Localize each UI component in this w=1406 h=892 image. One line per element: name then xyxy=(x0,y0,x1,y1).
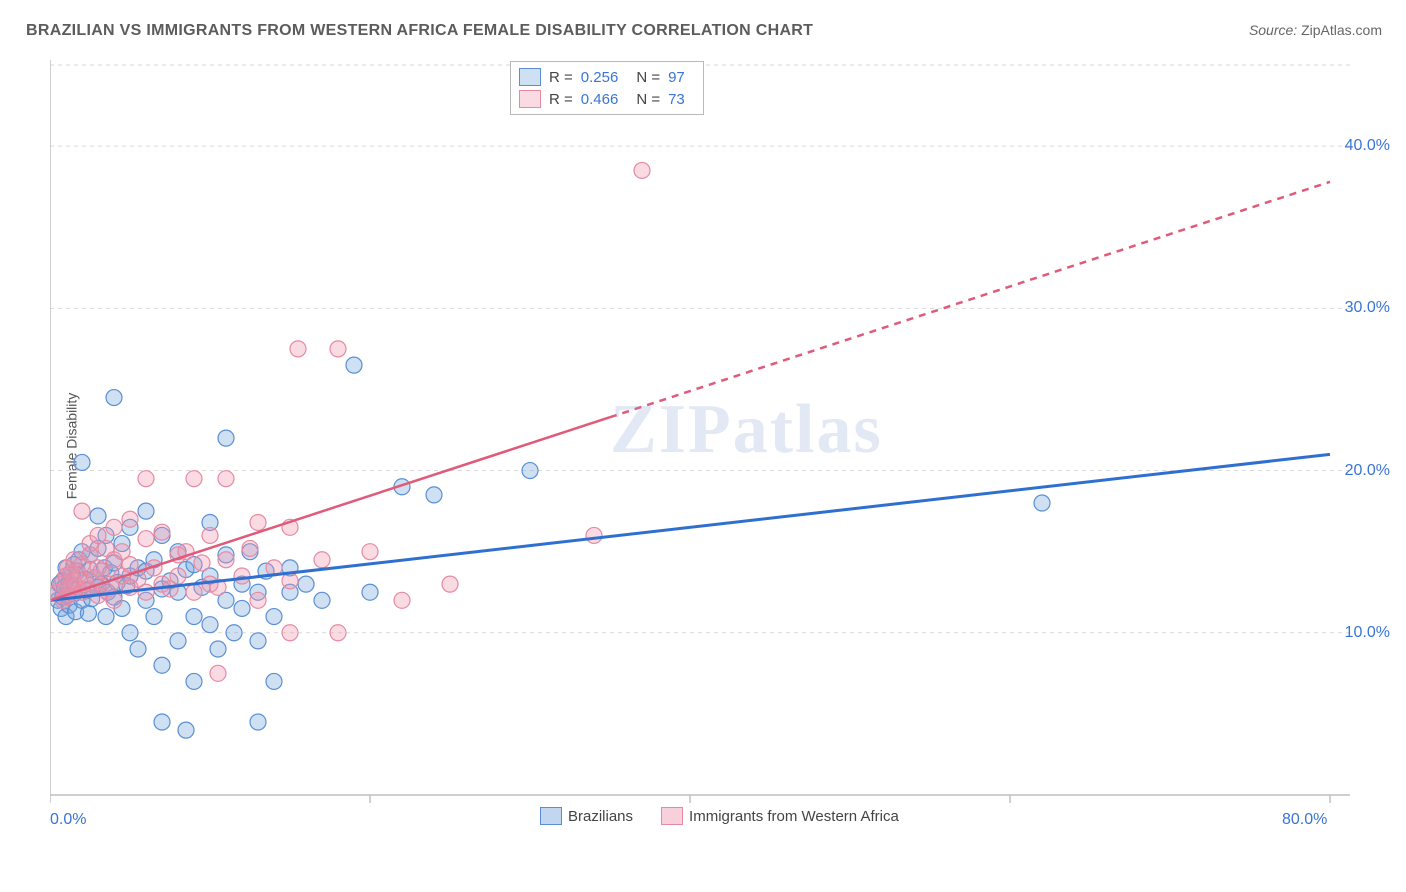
legend-swatch xyxy=(519,90,541,108)
legend-swatch xyxy=(661,807,683,825)
stat-n-value: 73 xyxy=(668,91,685,108)
legend-series-item: Immigrants from Western Africa xyxy=(661,807,899,825)
y-tick-label: 40.0% xyxy=(1345,137,1390,155)
stat-n-label: N = xyxy=(636,91,660,108)
y-tick-label: 20.0% xyxy=(1345,462,1390,480)
scatter-plot-svg xyxy=(50,55,1350,825)
y-tick-label: 10.0% xyxy=(1345,624,1390,642)
legend-correlation-row: R = 0.466 N = 73 xyxy=(519,88,695,110)
source-attribution: Source: ZipAtlas.com xyxy=(1249,22,1382,38)
y-tick-label: 30.0% xyxy=(1345,299,1390,317)
legend-series-item: Brazilians xyxy=(540,807,633,825)
legend-correlation-row: R = 0.256 N = 97 xyxy=(519,66,695,88)
legend-series-label: Brazilians xyxy=(568,808,633,825)
stat-n-label: N = xyxy=(636,69,660,86)
x-tick-label: 0.0% xyxy=(50,811,86,829)
legend-series: Brazilians Immigrants from Western Africa xyxy=(540,807,917,825)
stat-r-label: R = xyxy=(549,69,573,86)
legend-series-label: Immigrants from Western Africa xyxy=(689,808,899,825)
legend-correlation: R = 0.256 N = 97 R = 0.466 N = 73 xyxy=(510,61,704,115)
stat-r-label: R = xyxy=(549,91,573,108)
source-value: ZipAtlas.com xyxy=(1301,22,1382,38)
x-tick-label: 80.0% xyxy=(1282,811,1327,829)
chart-area: R =0.256N =97R =0.466N =73 ZIPatlas xyxy=(50,55,1350,825)
stat-r-value: 0.256 xyxy=(581,69,619,86)
source-label: Source: xyxy=(1249,22,1297,38)
legend-swatch xyxy=(519,68,541,86)
stat-r-value: 0.466 xyxy=(581,91,619,108)
page-title: BRAZILIAN VS IMMIGRANTS FROM WESTERN AFR… xyxy=(26,22,813,40)
legend-swatch xyxy=(540,807,562,825)
stat-n-value: 97 xyxy=(668,69,685,86)
